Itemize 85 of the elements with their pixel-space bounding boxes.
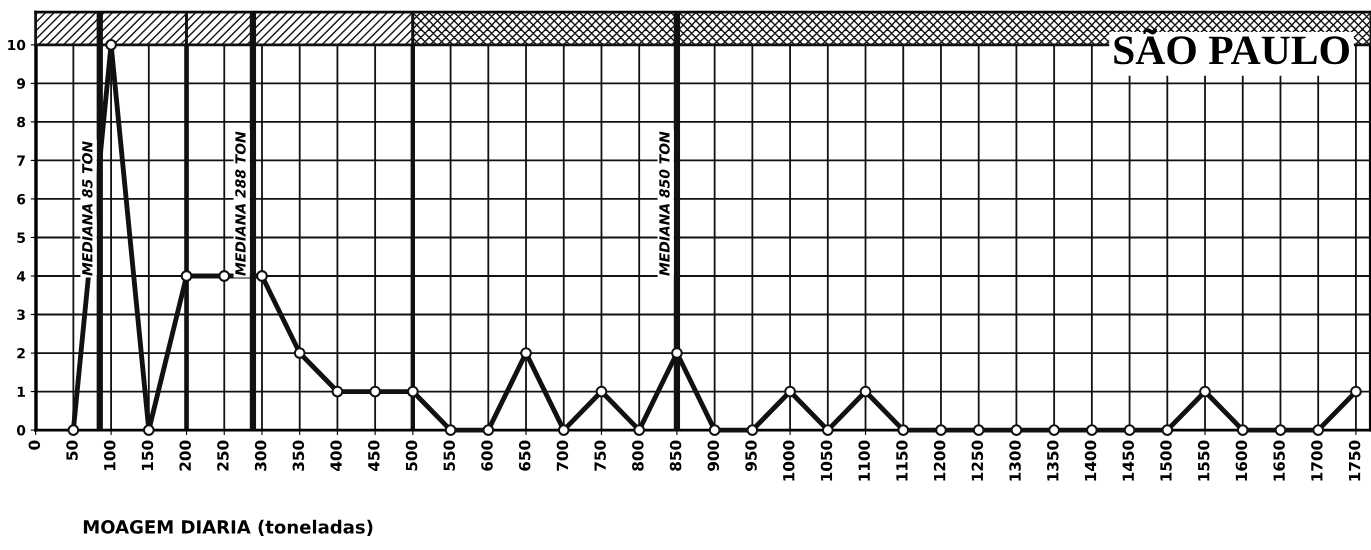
chart-title: SÃO PAULO xyxy=(1114,28,1349,65)
x-tick-label: 800 xyxy=(632,440,644,471)
x-tick-label: 1750 xyxy=(1348,440,1361,481)
point xyxy=(105,38,117,51)
x-tick-label: 250 xyxy=(217,440,229,471)
point xyxy=(897,424,910,436)
point xyxy=(406,385,419,398)
x-tick-label: 1700 xyxy=(1311,440,1323,481)
point xyxy=(557,424,570,436)
x-tick-label: 1300 xyxy=(1009,440,1021,481)
point xyxy=(633,424,646,436)
y-tick-label: 10 xyxy=(8,39,26,51)
y-tick-label: 8 xyxy=(17,116,26,128)
x-axis-title: MOAGEM DIARIA (toneladas) xyxy=(83,519,373,536)
point xyxy=(708,424,721,436)
point xyxy=(1010,424,1023,436)
x-tick-label: 1500 xyxy=(1160,440,1172,481)
point xyxy=(293,347,306,359)
x-tick-label: 1200 xyxy=(933,440,946,481)
point xyxy=(1274,424,1287,436)
x-tick-label: 750 xyxy=(594,440,606,471)
y-tick-label: 2 xyxy=(17,348,25,359)
x-tick-label: 550 xyxy=(443,440,456,471)
y-tick-label: 1 xyxy=(17,386,25,397)
point xyxy=(1350,385,1362,398)
point xyxy=(369,385,382,398)
y-tick-label: 4 xyxy=(16,271,26,282)
ref-line-label: MEDIANA 85 TON xyxy=(82,141,93,276)
x-tick-label: 400 xyxy=(330,440,342,472)
x-tick-label: 650 xyxy=(518,440,531,471)
x-tick-label: 0 xyxy=(28,440,41,450)
point xyxy=(784,385,796,398)
point xyxy=(180,270,193,282)
x-tick-label: 850 xyxy=(669,440,682,471)
point xyxy=(67,424,80,436)
point xyxy=(859,385,872,398)
point xyxy=(218,270,231,282)
y-tick-label: 6 xyxy=(17,193,26,205)
x-tick-label: 1400 xyxy=(1084,440,1097,481)
point xyxy=(482,424,495,436)
point xyxy=(1123,424,1136,436)
y-tick-label: 5 xyxy=(17,232,25,243)
x-tick-label: 1600 xyxy=(1235,440,1248,481)
x-tick-label: 600 xyxy=(481,440,493,471)
point xyxy=(444,424,457,436)
x-tick-label: 450 xyxy=(368,440,380,472)
x-tick-label: 300 xyxy=(254,440,267,471)
x-tick-label: 1550 xyxy=(1197,440,1210,481)
x-tick-label: 350 xyxy=(292,440,305,471)
x-tick-label: 100 xyxy=(103,440,116,470)
ref-line-label: MEDIANA 288 TON xyxy=(235,131,246,276)
point xyxy=(935,424,947,436)
x-tick-label: 1350 xyxy=(1047,440,1059,481)
x-tick-label: 50 xyxy=(66,440,78,460)
point xyxy=(1199,385,1211,398)
point xyxy=(1312,424,1325,436)
x-tick-label: 200 xyxy=(179,440,191,471)
y-tick-label: 7 xyxy=(17,155,25,166)
point xyxy=(746,424,759,436)
x-tick-label: 1000 xyxy=(782,440,795,481)
point xyxy=(1085,424,1098,436)
ref-line-label: MEDIANA 850 TON xyxy=(659,131,670,276)
x-tick-label: 900 xyxy=(707,440,720,471)
point xyxy=(256,270,268,282)
point xyxy=(1048,424,1061,436)
x-tick-label: 1650 xyxy=(1273,440,1285,481)
point xyxy=(972,424,985,436)
x-tick-label: 700 xyxy=(556,440,569,471)
point xyxy=(331,385,344,398)
point xyxy=(1236,424,1249,436)
x-tick-label: 1100 xyxy=(858,440,870,481)
point xyxy=(821,424,834,436)
x-tick-label: 150 xyxy=(141,440,154,470)
y-tick-label: 0 xyxy=(16,425,26,436)
x-tick-label: 1250 xyxy=(971,440,984,481)
x-tick-label: 500 xyxy=(405,440,418,471)
point xyxy=(595,385,608,398)
x-tick-label: 1450 xyxy=(1122,440,1135,481)
point xyxy=(1161,424,1174,436)
x-tick-label: 1150 xyxy=(896,440,908,481)
point xyxy=(142,424,155,436)
x-tick-label: 1050 xyxy=(820,440,833,481)
y-tick-label: 9 xyxy=(16,78,26,89)
x-tick-label: 950 xyxy=(745,440,757,471)
y-tick-label: 3 xyxy=(17,309,25,320)
